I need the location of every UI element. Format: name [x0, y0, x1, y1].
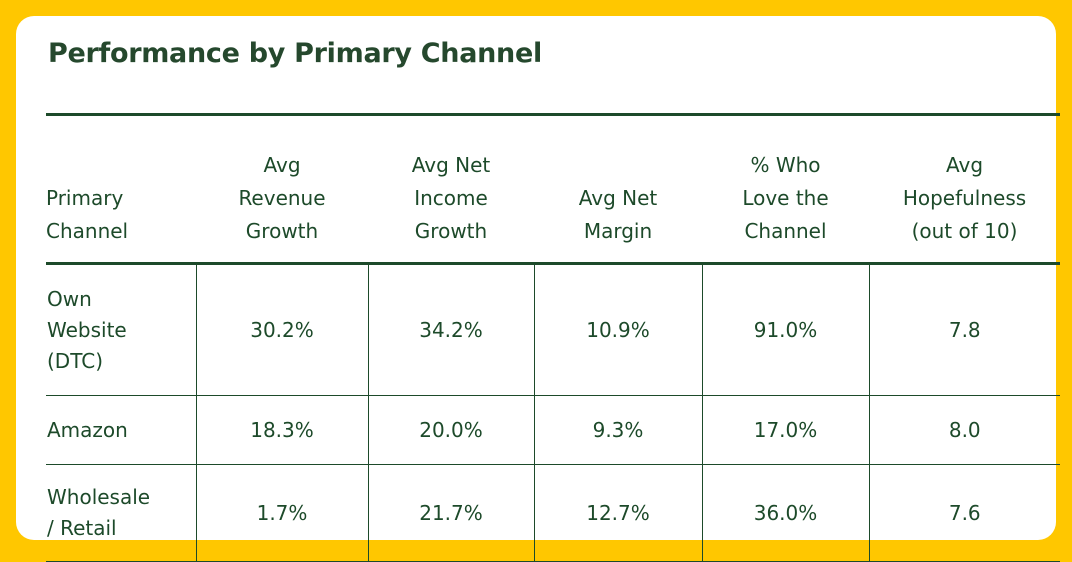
- table-row: Amazon 18.3% 20.0% 9.3% 17.0% 8.0: [46, 395, 1060, 465]
- table-cell: 30.2%: [195, 263, 368, 396]
- table-cell: 10.9%: [533, 263, 702, 396]
- column-header: Avg Net Income Growth: [368, 113, 534, 265]
- table-cell: 91.0%: [701, 263, 869, 396]
- table-cell: 8.0: [868, 395, 1060, 465]
- table-cell: 21.7%: [367, 464, 534, 562]
- page-title: Performance by Primary Channel: [48, 38, 542, 69]
- table-cell: 18.3%: [195, 395, 368, 465]
- header-row: Primary Channel Avg Revenue Growth Avg Net Inc…: [46, 113, 1060, 265]
- table-cell: 20.0%: [367, 395, 534, 465]
- table-cell: 17.0%: [701, 395, 869, 465]
- column-header: % Who Love the Channel: [702, 113, 869, 265]
- table-row: Own Website (DTC) 30.2% 34.2% 10.9% 91.0% 7.8: [46, 263, 1060, 396]
- table-cell: 9.3%: [533, 395, 702, 465]
- table-row: Wholesale / Retail 1.7% 21.7% 12.7% 36.0% 7.6: [46, 464, 1060, 562]
- column-header: Avg Hopefulness (out of 10): [869, 113, 1060, 265]
- column-header: Primary Channel: [46, 113, 196, 265]
- row-label: Wholesale / Retail: [46, 464, 196, 562]
- table-cell: 7.6: [868, 464, 1060, 562]
- table-cell: 7.8: [868, 263, 1060, 396]
- table-cell: 34.2%: [367, 263, 534, 396]
- row-label: Amazon: [46, 395, 196, 465]
- table-cell: 12.7%: [533, 464, 702, 562]
- table-cell: 36.0%: [701, 464, 869, 562]
- row-label: Own Website (DTC): [46, 263, 196, 396]
- column-header: Avg Net Margin: [534, 113, 702, 265]
- table-cell: 1.7%: [195, 464, 368, 562]
- card: Performance by Primary Channel Primary Ch…: [16, 16, 1060, 562]
- column-header: Avg Revenue Growth: [196, 113, 368, 265]
- performance-table: Primary Channel Avg Revenue Growth Avg Net Inc…: [46, 113, 1060, 562]
